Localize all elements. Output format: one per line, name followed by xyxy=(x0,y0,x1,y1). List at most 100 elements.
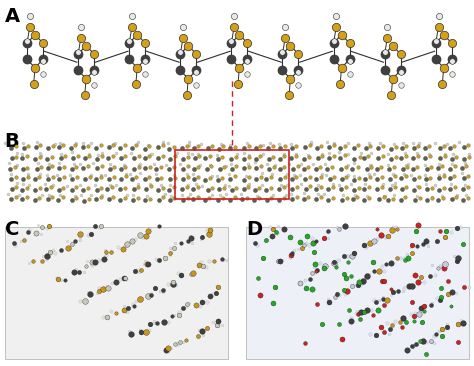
Point xyxy=(244,182,252,188)
Point xyxy=(360,155,368,161)
Point xyxy=(199,327,207,333)
Point xyxy=(129,301,137,307)
Point xyxy=(272,229,280,235)
Point xyxy=(79,165,87,171)
Point xyxy=(410,343,417,349)
Point xyxy=(232,185,240,191)
Point xyxy=(288,186,295,192)
Point xyxy=(440,185,447,191)
Point xyxy=(355,282,362,288)
Point xyxy=(123,193,131,198)
Point xyxy=(140,261,148,267)
Point xyxy=(98,163,105,169)
Point xyxy=(231,173,238,179)
Point xyxy=(397,51,404,57)
Point xyxy=(428,300,436,306)
Point xyxy=(150,320,158,326)
Point xyxy=(453,194,460,200)
Point xyxy=(23,185,31,191)
Point xyxy=(432,40,439,46)
Point xyxy=(12,184,20,190)
Point xyxy=(442,228,449,234)
Point xyxy=(156,224,164,229)
Point xyxy=(194,184,202,190)
Point xyxy=(368,150,375,156)
Point xyxy=(102,249,110,255)
Point xyxy=(274,258,282,264)
Point xyxy=(458,165,465,171)
Point xyxy=(294,163,301,169)
Point xyxy=(291,172,298,178)
Point xyxy=(268,185,275,191)
Point xyxy=(343,253,351,259)
Point xyxy=(201,155,209,161)
Point xyxy=(349,196,356,202)
Point xyxy=(227,197,234,203)
Point xyxy=(142,329,150,335)
Point xyxy=(71,193,79,199)
Point xyxy=(440,234,448,240)
Point xyxy=(26,260,33,266)
Point xyxy=(244,40,251,46)
Point xyxy=(259,142,266,147)
Point xyxy=(146,143,153,149)
Point xyxy=(370,268,377,274)
Point xyxy=(338,65,346,71)
Point xyxy=(117,145,124,151)
Point xyxy=(164,140,172,146)
Point xyxy=(159,142,167,148)
Point xyxy=(324,228,332,234)
Point xyxy=(426,175,434,180)
Point xyxy=(48,154,56,160)
Point xyxy=(132,81,140,87)
Point xyxy=(18,155,26,161)
Point xyxy=(141,71,149,77)
Point xyxy=(453,258,461,264)
Point xyxy=(298,181,305,187)
Point xyxy=(159,185,167,191)
Point xyxy=(392,224,400,230)
Point xyxy=(150,161,158,167)
Bar xyxy=(175,150,289,199)
Point xyxy=(282,24,289,30)
Point xyxy=(133,142,140,148)
Point xyxy=(347,181,355,187)
Point xyxy=(133,32,141,38)
Point xyxy=(393,255,401,261)
Point xyxy=(135,153,143,159)
Point xyxy=(215,146,222,152)
Point xyxy=(199,332,207,337)
Point xyxy=(122,171,130,177)
Point xyxy=(365,195,373,201)
Point xyxy=(279,257,286,263)
Point xyxy=(171,175,178,180)
Point xyxy=(115,244,122,250)
Point xyxy=(39,57,47,63)
Text: C: C xyxy=(5,220,19,239)
Point xyxy=(178,272,185,278)
Point xyxy=(408,283,416,289)
Point xyxy=(215,284,222,290)
Point xyxy=(385,331,392,337)
Point xyxy=(219,154,226,160)
Point xyxy=(189,196,197,202)
Point xyxy=(419,319,426,325)
Point xyxy=(443,324,450,330)
Point xyxy=(408,299,416,305)
Point xyxy=(269,300,276,306)
Point xyxy=(389,196,397,202)
Text: A: A xyxy=(5,7,20,26)
Point xyxy=(428,185,436,191)
Point xyxy=(462,163,470,169)
Point xyxy=(31,156,39,162)
Point xyxy=(465,142,472,148)
Point xyxy=(77,192,84,198)
Point xyxy=(292,153,300,159)
Point xyxy=(238,197,246,202)
Point xyxy=(96,224,103,230)
Point xyxy=(310,249,318,255)
Point xyxy=(189,240,196,246)
Point xyxy=(441,153,448,159)
Point xyxy=(66,245,73,251)
Point xyxy=(121,164,129,170)
